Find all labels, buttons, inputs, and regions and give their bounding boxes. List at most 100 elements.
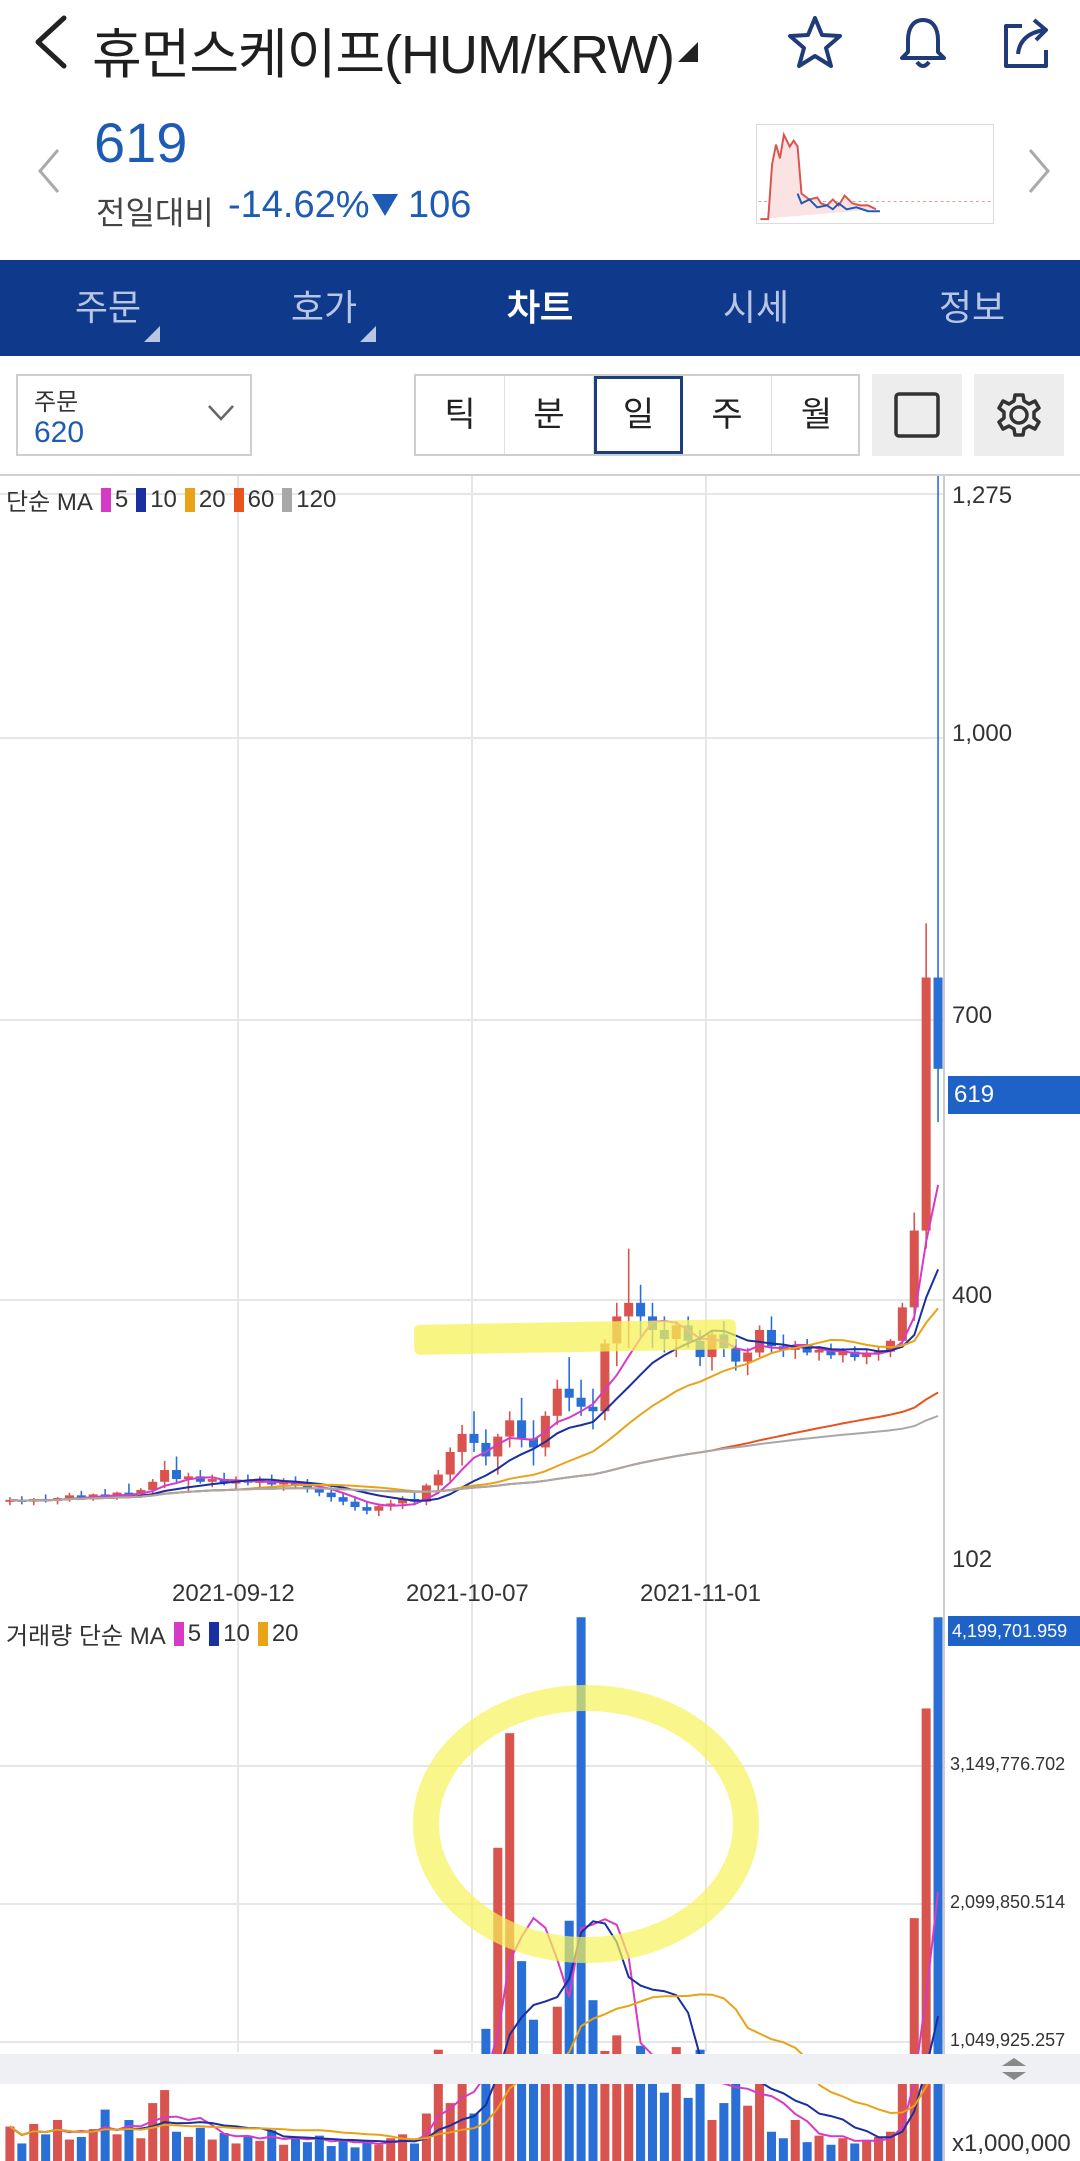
vma10-swatch <box>209 1621 220 1646</box>
chart-area[interactable]: 단순 MA 5 10 20 60 120 1,275 1,000 700 400… <box>0 474 1080 2161</box>
volume-ma-line <box>9 1920 940 2143</box>
period-day-button[interactable]: 일 <box>594 376 683 454</box>
volume-bar <box>207 2139 217 2161</box>
settings-button[interactable] <box>974 374 1064 456</box>
fullscreen-button[interactable] <box>872 374 962 456</box>
ma120-label: 120 <box>296 485 337 513</box>
candle-body <box>350 1501 360 1508</box>
tab-chart[interactable]: 차트 <box>506 287 574 328</box>
period-week-button[interactable]: 주 <box>683 376 772 454</box>
candle-chart[interactable] <box>0 476 1080 2161</box>
x-tick-label: 2021-11-01 <box>640 1580 761 1607</box>
ma-line <box>9 1184 940 1507</box>
change-percent: -14.62% <box>228 184 370 226</box>
candle-body <box>160 1470 170 1482</box>
volume-legend-label: 거래량 단순 MA <box>6 1623 166 1650</box>
volume-bar <box>469 2113 479 2161</box>
volume-bar <box>659 2092 669 2161</box>
period-month-button[interactable]: 월 <box>800 396 833 434</box>
volume-bar <box>148 2103 158 2161</box>
star-icon[interactable] <box>784 12 846 74</box>
prev-market-icon[interactable] <box>34 146 64 196</box>
tab-info[interactable]: 정보 <box>938 287 1006 328</box>
period-minute-button[interactable]: 분 <box>505 376 594 454</box>
share-icon[interactable] <box>996 12 1058 74</box>
mini-price-chart[interactable] <box>756 124 994 224</box>
back-icon[interactable] <box>26 10 80 74</box>
volume-bar <box>243 2135 253 2161</box>
ma-line <box>9 1269 940 1502</box>
volume-bar <box>17 2143 27 2161</box>
volume-ma-line <box>9 1993 939 2141</box>
volume-tick-label: 1,049,925.257 <box>950 2030 1066 2050</box>
order-select[interactable]: 주문 620 <box>16 374 252 456</box>
pane-splitter[interactable] <box>0 2054 1080 2084</box>
market-title[interactable]: 휴먼스케이프(HUM/KRW) <box>92 25 675 85</box>
corner-triangle-icon <box>144 326 160 342</box>
y-tick-label: 700 <box>952 1002 993 1029</box>
bell-icon[interactable] <box>892 12 954 74</box>
volume-bar <box>338 2139 348 2161</box>
volume-bar <box>64 2139 74 2161</box>
volume-bar <box>124 2120 134 2161</box>
volume-bar <box>172 2131 182 2161</box>
candle-body <box>933 977 943 1069</box>
highlight-stroke <box>413 1319 737 1355</box>
candle-body <box>76 1495 86 1498</box>
tab-order[interactable]: 주문 <box>74 287 142 328</box>
tab-market-price[interactable]: 시세 <box>722 287 790 328</box>
volume-bar <box>909 1918 919 2161</box>
volume-bar <box>374 2144 384 2161</box>
volume-bar <box>528 2019 539 2161</box>
volume-ma-line <box>9 1891 940 2146</box>
volume-bar <box>933 1617 943 2161</box>
volume-bar <box>564 1920 574 2161</box>
volume-bar <box>790 2120 800 2161</box>
x-tick-label: 2021-10-07 <box>406 1580 529 1607</box>
candle-body <box>362 1507 372 1511</box>
candle-body <box>279 1481 289 1485</box>
volume-legend: 거래량 단순 MA 5 10 20 <box>6 1616 299 1651</box>
ma5-swatch <box>100 487 111 512</box>
candle-body <box>731 1348 741 1362</box>
volume-bar <box>279 2144 289 2161</box>
volume-bar <box>862 2140 872 2161</box>
candle-body <box>921 977 931 1231</box>
volume-bar <box>302 2142 312 2161</box>
candle-body <box>909 1230 919 1308</box>
app-header: 휴먼스케이프(HUM/KRW) <box>0 0 1080 90</box>
volume-bar <box>88 2129 98 2161</box>
volume-bar <box>136 2138 146 2161</box>
candle-body <box>314 1488 324 1493</box>
next-market-icon[interactable] <box>1024 146 1054 196</box>
tab-orderbook[interactable]: 호가 <box>290 287 358 328</box>
candle-body <box>124 1492 134 1495</box>
candle-body <box>636 1302 646 1317</box>
corner-triangle-icon <box>360 326 376 342</box>
candle-body <box>576 1397 586 1407</box>
volume-bar <box>766 2131 776 2161</box>
candle-body <box>588 1406 598 1412</box>
candle-body <box>433 1474 443 1486</box>
candle-body <box>743 1352 753 1362</box>
volume-bar <box>897 2082 907 2161</box>
volume-bar <box>29 2123 39 2161</box>
candle-body <box>421 1485 431 1502</box>
ma60-label: 60 <box>247 485 275 513</box>
candle-body <box>802 1346 812 1353</box>
candle-body <box>183 1476 193 1480</box>
volume-bar <box>874 2136 884 2161</box>
resize-handle-icon[interactable] <box>996 2056 1032 2082</box>
candle-body <box>850 1351 860 1358</box>
volume-bar <box>647 2060 658 2161</box>
caret-down-icon[interactable] <box>676 40 700 64</box>
candle-body <box>326 1492 336 1498</box>
candle-body <box>528 1438 539 1448</box>
volume-bar <box>671 2047 681 2161</box>
square-icon <box>894 392 940 438</box>
volume-bar <box>695 2049 705 2161</box>
period-tick-button[interactable]: 틱 <box>416 376 505 454</box>
vma5-swatch <box>173 1621 184 1646</box>
gear-icon <box>997 393 1041 437</box>
candle-body <box>481 1442 491 1457</box>
